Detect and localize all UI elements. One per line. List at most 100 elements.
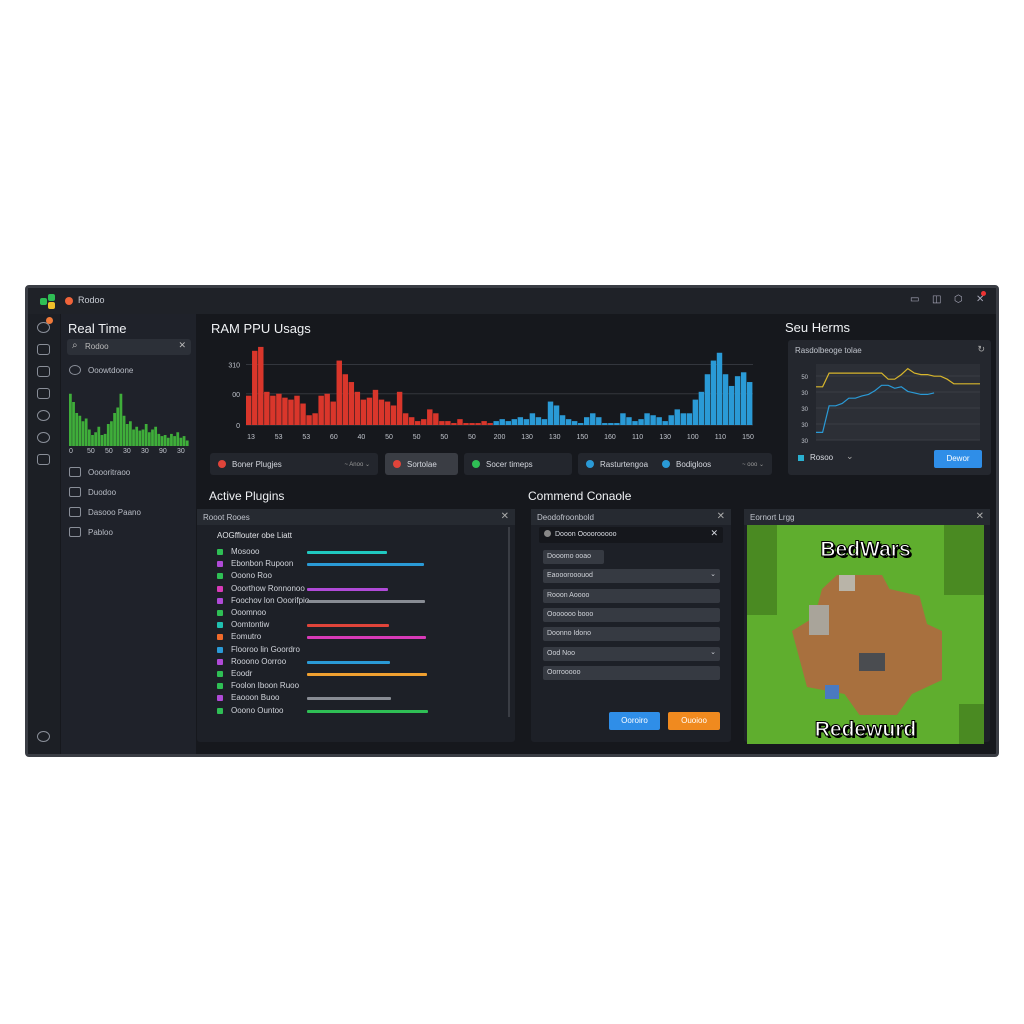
plugin-name[interactable]: Flooroo lin Goordro (231, 644, 300, 654)
histogram-bar (141, 429, 145, 446)
search-value: Rodoo (85, 342, 109, 351)
bar (252, 350, 258, 425)
legend-item-0[interactable]: Boner Plugjes ~ Anoo ⌄ (210, 453, 378, 475)
legend-dot-icon (472, 460, 480, 468)
bar (445, 421, 451, 425)
bar (571, 421, 578, 425)
close-icon[interactable]: ✕ (975, 511, 984, 522)
console-field[interactable]: Doonno Idono (543, 627, 720, 641)
plugin-usage-bar (307, 660, 390, 664)
plugin-usage-bar (307, 563, 424, 567)
dashboard-icon[interactable] (37, 344, 50, 355)
globe-icon[interactable] (37, 410, 50, 421)
bar (264, 391, 270, 425)
series-line-0 (816, 367, 980, 388)
x-tick-label: 130 (659, 434, 671, 441)
window-title: Rodoo (78, 295, 105, 305)
console-field[interactable]: Ooooooo booo (543, 608, 720, 622)
x-tick-label: 110 (715, 434, 726, 441)
sidebar-item-plugins[interactable]: Ooooritraoo (69, 467, 130, 477)
plugin-name[interactable]: Ebonbon Rupoon (231, 559, 294, 569)
plugin-name[interactable]: Eoodr (231, 669, 253, 678)
primary-button[interactable]: Ooroiro (609, 712, 660, 730)
legend-item-3[interactable]: Rasturtengoa Bodigloos ~ ooo ⌄ (578, 453, 772, 475)
console-field[interactable]: Dooomo ooao (543, 550, 604, 564)
plugin-name[interactable]: Eaooon Buoo (231, 693, 280, 703)
bar (390, 405, 397, 425)
restore-icon[interactable]: ◫ (932, 294, 942, 305)
bar (626, 417, 632, 425)
dewor-button[interactable]: Dewor (934, 450, 982, 468)
sidebar-item-top[interactable]: Ooowtdoone (69, 365, 133, 375)
legend-item-1[interactable]: Sortolae (385, 453, 458, 475)
clear-icon[interactable]: ✕ (710, 528, 718, 538)
bar (559, 415, 566, 425)
histogram-bar (106, 424, 110, 446)
monitor-icon[interactable] (37, 454, 50, 465)
histogram-bar (176, 432, 180, 446)
console-field[interactable]: Rooon Aoooo (543, 589, 720, 603)
legend-item-2[interactable]: Socer timeps (464, 453, 572, 475)
legend-dropdown[interactable]: ~ Anoo ⌄ (344, 461, 370, 468)
console-field[interactable]: Oorrooooo (543, 666, 720, 680)
console-select[interactable]: Ood Noo ⌄ (543, 647, 720, 661)
close-icon[interactable]: ✕ (716, 511, 725, 522)
blocks-icon (69, 527, 81, 537)
title-bar: Rodoo ▭ ◫ ⬡ ✕ (28, 288, 996, 314)
input-value: Dooon Oooorooooo (555, 531, 617, 538)
chevron-down-icon: ⌄ (710, 649, 716, 656)
user-icon[interactable] (37, 731, 50, 742)
command-input[interactable]: Dooon Oooorooooo ✕ (539, 527, 723, 543)
plugin-icon (217, 610, 223, 616)
image-icon[interactable] (37, 388, 50, 399)
plugin-icon (217, 561, 223, 568)
app-logo-icon (40, 294, 56, 310)
close-icon[interactable]: ✕ (500, 511, 509, 522)
plugin-name[interactable]: Ooono Ountoo (231, 705, 284, 715)
sidebar-item-list[interactable]: Dasooo Paano (69, 507, 141, 517)
settings-icon[interactable] (37, 432, 50, 443)
plugin-icon[interactable] (37, 366, 50, 377)
right-title: Seu Herms (785, 320, 851, 335)
search-input[interactable]: ⌕ Rodoo ✕ (67, 339, 191, 355)
plugin-name[interactable]: Ooomnoo (231, 608, 267, 617)
sidebar-item-blocks[interactable]: Pabloo (69, 527, 113, 537)
notification-badge (46, 317, 53, 324)
console-select[interactable]: Eaooorooouod ⌄ (543, 569, 720, 583)
plugin-name[interactable]: Rooono Oorroo (231, 656, 287, 666)
bar (547, 401, 554, 425)
y-tick-label: 310 (228, 362, 240, 369)
histogram-bar (116, 407, 120, 446)
y-tick-label: 30 (801, 407, 808, 413)
histogram-bar (135, 426, 139, 446)
bar (650, 415, 656, 425)
histogram-bar (122, 415, 126, 446)
plugin-name[interactable]: Mosooo (231, 547, 260, 556)
refresh-icon[interactable]: ↻ (977, 344, 985, 354)
settings-icon[interactable]: ⬡ (954, 294, 963, 305)
plugin-name[interactable]: Ooorthow Ronnonoo (231, 583, 305, 593)
chart-title: RAM PPU Usags (211, 321, 311, 336)
clear-icon[interactable]: ✕ (178, 340, 186, 350)
close-icon[interactable]: ✕ (976, 294, 985, 305)
plugin-icon (217, 634, 223, 641)
bar (312, 413, 318, 425)
console-panel: Deodofroonbold ✕ Dooon Oooorooooo ✕ Dooomo… (531, 509, 731, 742)
histogram-bar (103, 433, 107, 446)
plugin-name[interactable]: Ooono Roo (231, 571, 272, 581)
histogram-bar (81, 421, 85, 446)
plugin-name[interactable]: Oomtontiw (231, 620, 270, 630)
secondary-button[interactable]: Ouoioo (668, 712, 720, 730)
bar (276, 393, 282, 425)
chevron-down-icon[interactable]: ⌄ (846, 451, 854, 461)
minimize-icon[interactable]: ▭ (910, 294, 920, 305)
legend-dropdown[interactable]: ~ ooo ⌄ (742, 461, 764, 468)
plugin-name[interactable]: Foolon Iboon Ruoo (231, 681, 300, 691)
plugin-name[interactable]: Eomutro (231, 632, 262, 642)
plugin-name[interactable]: Foochov lon Ooorifpio (231, 595, 310, 605)
scrollbar[interactable] (508, 527, 510, 717)
bar (535, 417, 542, 425)
nodes-icon (69, 487, 81, 497)
home-icon[interactable] (37, 322, 50, 333)
sidebar-item-nodes[interactable]: Duodoo (69, 487, 116, 497)
